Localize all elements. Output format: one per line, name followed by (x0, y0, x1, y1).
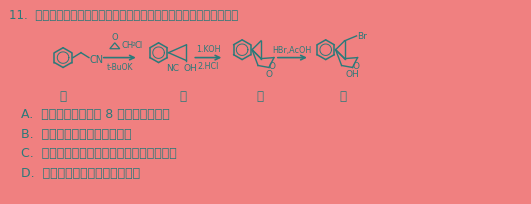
Text: 2.HCl: 2.HCl (198, 61, 219, 70)
Text: Br: Br (357, 32, 367, 41)
Text: O: O (269, 61, 276, 70)
Text: D.  化合物丁与苯乙酸互为同系物: D. 化合物丁与苯乙酸互为同系物 (21, 166, 140, 179)
Text: 丁: 丁 (340, 90, 347, 103)
Text: 乙: 乙 (179, 90, 186, 103)
Text: B.  化合物乙不能发生消去反应: B. 化合物乙不能发生消去反应 (21, 127, 132, 140)
Text: CH: CH (122, 41, 134, 50)
Text: 丙: 丙 (256, 90, 263, 103)
Text: O: O (266, 70, 272, 79)
Text: C.  化合物丙转化为化合物丁发生了加成反应: C. 化合物丙转化为化合物丁发生了加成反应 (21, 147, 177, 160)
Text: O: O (352, 61, 359, 70)
Text: t-BuOK: t-BuOK (107, 62, 133, 71)
Text: HBr,AcOH: HBr,AcOH (273, 45, 312, 54)
Text: 11.  抗抑郁药米那普伦中间体的合成路线如图所示。下列说法正确的是: 11. 抗抑郁药米那普伦中间体的合成路线如图所示。下列说法正确的是 (10, 9, 238, 22)
Text: 1.KOH: 1.KOH (196, 44, 220, 53)
Text: NC: NC (167, 63, 179, 72)
Text: O: O (112, 33, 118, 42)
Text: A.  化合物甲中最多有 8 个碳原子共平面: A. 化合物甲中最多有 8 个碳原子共平面 (21, 107, 170, 120)
Text: OH: OH (183, 63, 197, 72)
Text: 甲: 甲 (59, 90, 66, 103)
Text: 2: 2 (132, 42, 136, 47)
Text: OH: OH (346, 70, 359, 79)
Text: CN: CN (90, 54, 104, 64)
Text: Cl: Cl (135, 41, 143, 50)
